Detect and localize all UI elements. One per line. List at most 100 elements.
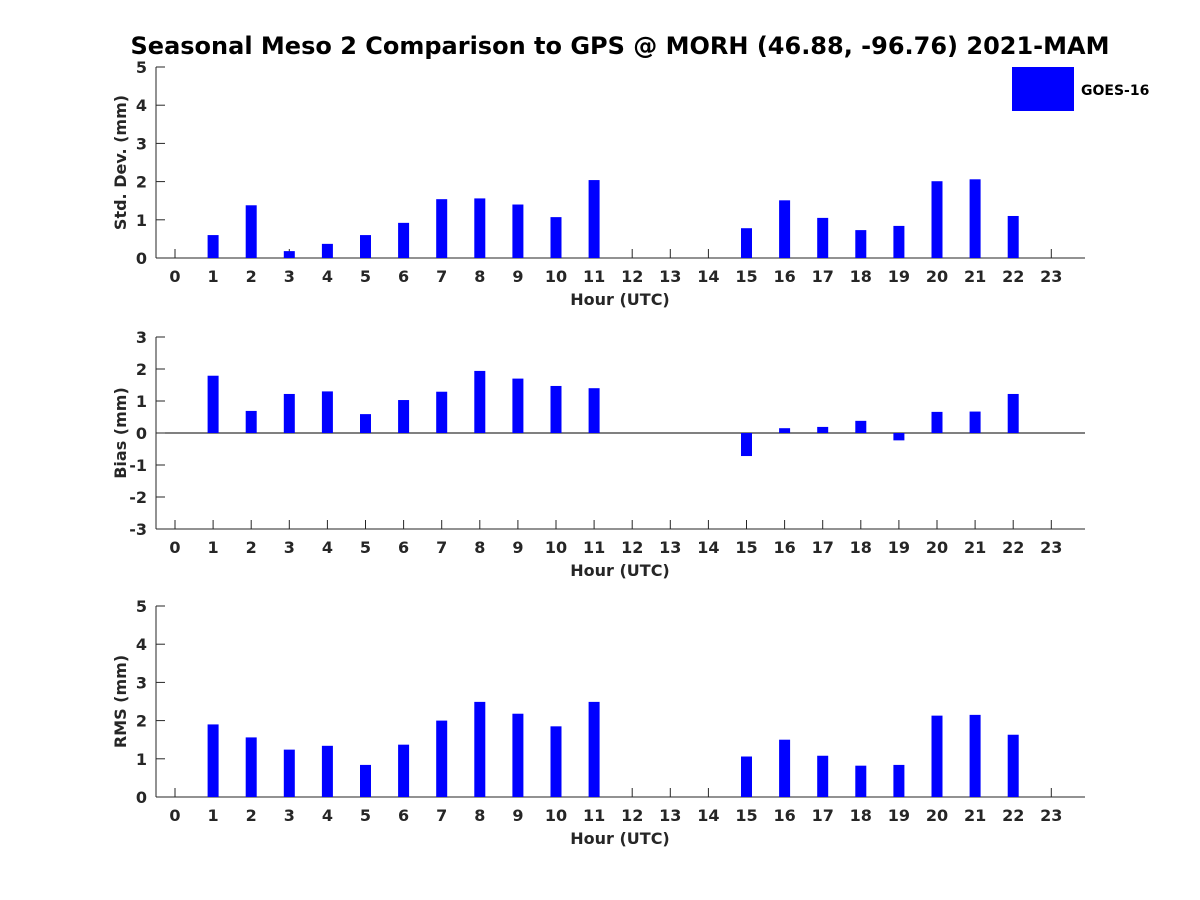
bar-hour-6 [398, 222, 410, 258]
bar-hour-4 [321, 391, 333, 433]
y-tick-label: 3 [136, 134, 147, 153]
x-tick-label: 5 [360, 806, 371, 825]
x-tick-label: 10 [545, 267, 567, 286]
y-tick-label: 3 [136, 328, 147, 347]
x-tick-label: 9 [512, 806, 523, 825]
y-tick-label: -3 [129, 520, 147, 539]
bar-hour-18 [855, 230, 867, 258]
y-tick-label: 2 [136, 360, 147, 379]
bar-hour-21 [969, 411, 981, 433]
x-tick-label: 23 [1040, 267, 1062, 286]
y-tick-label: 4 [136, 96, 147, 115]
bar-hour-5 [360, 764, 371, 797]
x-tick-label: 23 [1040, 806, 1062, 825]
bar-hour-15 [741, 756, 752, 797]
bar-hour-22 [1007, 393, 1019, 433]
x-tick-label: 11 [583, 806, 605, 825]
x-tick-label: 4 [322, 538, 333, 557]
bar-hour-1 [207, 375, 219, 433]
x-tick-label: 1 [208, 538, 219, 557]
x-tick-label: 14 [697, 538, 719, 557]
bar-hour-9 [512, 204, 524, 258]
bar-hour-6 [398, 744, 410, 797]
x-axis-label: Hour (UTC) [570, 829, 670, 848]
x-tick-label: 21 [964, 806, 986, 825]
bar-hour-21 [969, 179, 981, 258]
y-tick-label: 1 [136, 392, 147, 411]
bar-hour-8 [474, 701, 486, 797]
x-tick-label: 7 [436, 806, 447, 825]
x-tick-label: 20 [926, 267, 948, 286]
bar-hour-17 [817, 426, 829, 433]
x-tick-label: 8 [474, 806, 485, 825]
y-tick-label: 2 [136, 712, 147, 731]
x-tick-label: 17 [812, 267, 834, 286]
x-tick-label: 14 [697, 267, 719, 286]
bar-hour-7 [436, 391, 448, 433]
y-tick-label: 0 [136, 249, 147, 268]
x-tick-label: 12 [621, 267, 643, 286]
x-tick-label: 13 [659, 267, 681, 286]
bar-hour-2 [245, 410, 257, 433]
x-tick-label: 6 [398, 806, 409, 825]
bar-hour-6 [398, 400, 410, 433]
x-tick-label: 3 [284, 538, 295, 557]
bar-hour-21 [969, 714, 981, 797]
bar-hour-10 [550, 726, 562, 797]
x-tick-label: 12 [621, 806, 643, 825]
figure-title: Seasonal Meso 2 Comparison to GPS @ MORH… [131, 32, 1110, 60]
bar-hour-11 [588, 388, 600, 433]
x-tick-label: 4 [322, 267, 333, 286]
bar-hour-20 [931, 411, 943, 433]
x-tick-label: 9 [512, 267, 523, 286]
x-tick-label: 15 [735, 806, 757, 825]
bar-hour-4 [321, 745, 333, 797]
x-tick-label: 13 [659, 806, 681, 825]
bar-hour-17 [817, 755, 829, 797]
y-tick-label: 3 [136, 673, 147, 692]
legend-label: GOES-16 [1081, 83, 1149, 99]
x-axis-label: Hour (UTC) [570, 290, 670, 309]
bar-hour-8 [474, 370, 486, 433]
bar-hour-1 [207, 235, 219, 258]
x-tick-label: 7 [436, 538, 447, 557]
bar-hour-9 [512, 378, 524, 433]
y-tick-label: 4 [136, 635, 147, 654]
x-tick-label: 19 [888, 806, 910, 825]
bar-hour-16 [779, 428, 791, 433]
y-tick-label: 5 [136, 597, 147, 616]
y-tick-label: 2 [136, 173, 147, 192]
bar-hour-1 [207, 724, 219, 797]
bar-hour-9 [512, 713, 524, 797]
x-tick-label: 14 [697, 806, 719, 825]
bar-hour-3 [283, 393, 295, 433]
x-tick-label: 1 [208, 267, 219, 286]
bar-hour-20 [931, 181, 943, 258]
x-tick-label: 13 [659, 538, 681, 557]
bar-hour-16 [779, 200, 791, 258]
x-tick-label: 23 [1040, 538, 1062, 557]
bar-hour-11 [588, 180, 600, 258]
x-tick-label: 18 [850, 806, 872, 825]
bar-hour-3 [283, 251, 295, 258]
x-tick-label: 17 [812, 538, 834, 557]
x-tick-label: 6 [398, 538, 409, 557]
bar-hour-17 [817, 217, 829, 258]
y-axis-label: Bias (mm) [111, 387, 130, 479]
x-tick-label: 9 [512, 538, 523, 557]
x-tick-label: 3 [284, 267, 295, 286]
y-tick-label: -2 [129, 488, 147, 507]
x-tick-label: 5 [360, 538, 371, 557]
bar-hour-8 [474, 198, 486, 258]
y-tick-label: 1 [136, 750, 147, 769]
bar-hour-5 [360, 235, 371, 258]
x-tick-label: 22 [1002, 267, 1024, 286]
x-tick-label: 10 [545, 806, 567, 825]
x-tick-label: 16 [773, 267, 795, 286]
x-tick-label: 2 [246, 538, 257, 557]
x-tick-label: 21 [964, 267, 986, 286]
x-tick-label: 21 [964, 538, 986, 557]
bar-hour-15 [741, 228, 752, 258]
